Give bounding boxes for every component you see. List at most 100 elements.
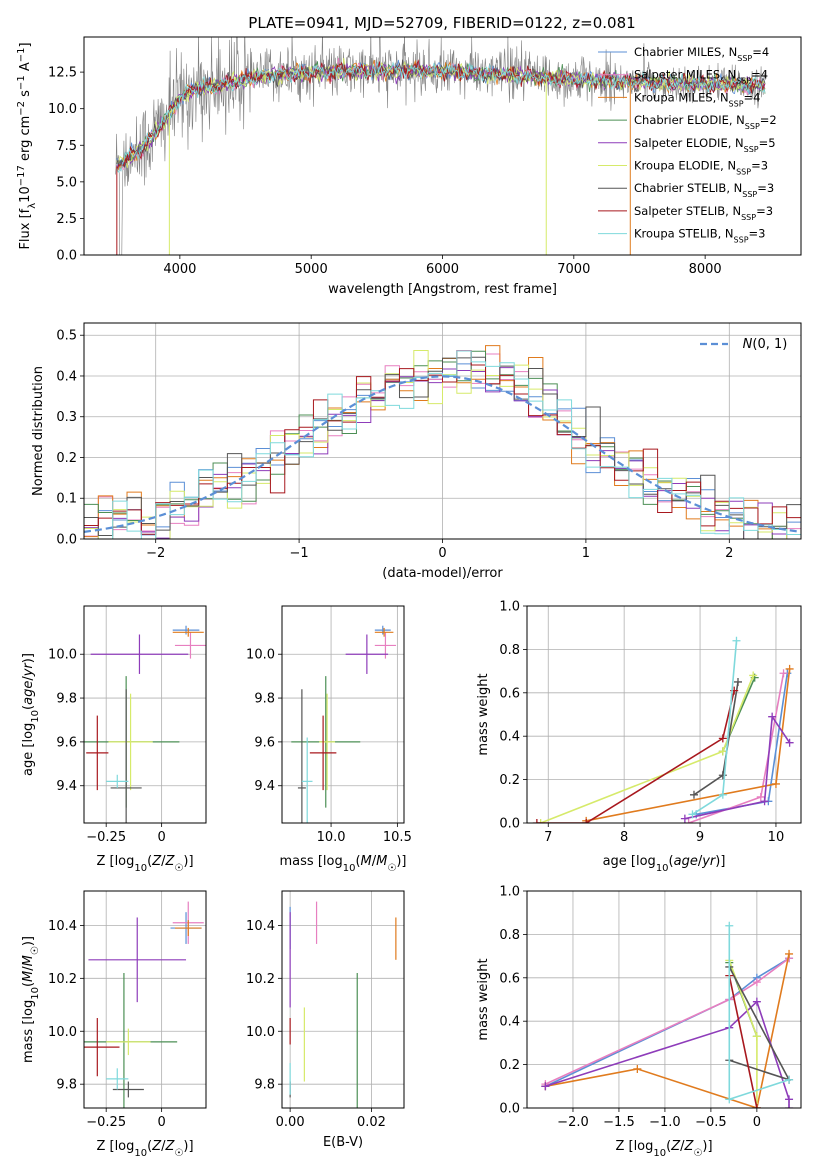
label-part: (: [147, 1139, 152, 1154]
axes-frame: [83, 605, 207, 824]
model-spectrum: [116, 61, 766, 173]
legend-count: =4: [751, 68, 768, 82]
label-part: erg cm: [18, 116, 33, 165]
legend-label: Kroupa MILES, NSSP=4: [634, 90, 760, 108]
weight-line: [545, 957, 790, 1088]
label-part: (: [147, 854, 152, 869]
y-axis-label: age [log10(age/yr)]: [21, 653, 41, 776]
plot-area-mass-vs-Z: [84, 901, 204, 1108]
label-part: −17: [16, 165, 27, 186]
weight-marker: [785, 1104, 794, 1108]
legend-label: Chabrier STELIB, NSSP=3: [634, 181, 774, 199]
label-part: −2: [16, 101, 27, 116]
label-part: A: [18, 62, 33, 75]
label-part: /: [372, 854, 377, 869]
x-axis-label: age [log10(age/yr)]: [603, 854, 726, 874]
x-axis-label: E(B-V): [323, 1135, 363, 1150]
label-part: Z: [151, 1139, 162, 1154]
x-axis-label: wavelength [Angstrom, rest frame]: [328, 282, 557, 297]
label-part: /: [161, 854, 166, 869]
x-tick-label: −2: [146, 546, 165, 561]
legend-count: =3: [757, 181, 774, 195]
weight-marker: [680, 814, 689, 823]
y-tick-label: 0.4: [56, 369, 77, 384]
legend-count: =5: [759, 136, 776, 150]
x-tick-label: 0.02: [357, 1115, 386, 1130]
weight-marker: [689, 790, 698, 799]
label-part: Z: [165, 1139, 176, 1154]
axes-frame: [281, 890, 405, 1109]
legend-count: =3: [756, 204, 773, 218]
y-tick-label: 9.8: [254, 1078, 275, 1093]
x-tick-label: 5000: [295, 262, 328, 277]
weight-marker: [725, 1095, 734, 1104]
label-part: ☉: [30, 946, 41, 955]
panel-weight-vs-Z: −2.0 −1.5 −1.0 −0.5 0 0.0 0.2 0.4 0.6 0.8 1.0 mass …: [476, 885, 802, 1159]
legend-count: =2: [760, 113, 777, 127]
label-part: (: [666, 1139, 671, 1154]
y-tick-label: 0.0: [56, 249, 77, 264]
y-tick-label: 5.0: [56, 175, 77, 190]
y-tick-label: 9.6: [254, 735, 275, 750]
label-part: 10: [134, 863, 147, 874]
label-part: −1: [16, 48, 27, 63]
axes-frame: [83, 322, 802, 540]
y-tick-label: 10.2: [48, 972, 77, 987]
x-tick-label: 6000: [426, 262, 459, 277]
y-tick-label: 10.0: [48, 102, 77, 117]
label-part: mass [log: [21, 1000, 36, 1063]
y-tick-label: 0.1: [56, 492, 77, 507]
label-part: M: [21, 955, 36, 966]
weight-marker: [785, 1075, 794, 1084]
x-tick-label: 9: [696, 830, 704, 845]
legend-label: Kroupa STELIB, NSSP=3: [634, 227, 765, 245]
weight-marker: [752, 997, 761, 1006]
legend-name: Chabrier STELIB, N: [634, 181, 742, 195]
x-tick-label: −2.0: [557, 1115, 589, 1130]
y-tick-label: 7.5: [56, 139, 77, 154]
model-spectrum: [116, 61, 766, 174]
legend-name: Chabrier MILES, N: [634, 45, 737, 59]
legend-label: Kroupa ELODIE, NSSP=3: [634, 159, 768, 177]
label-part: 10: [653, 1148, 666, 1159]
label-part: age [log: [21, 723, 36, 776]
legend-name: Chabrier ELODIE, N: [634, 113, 745, 127]
y-tick-label: 10.0: [246, 648, 275, 663]
x-axis-label: Z [log10(Z/Z☉)]: [615, 1139, 712, 1159]
x-tick-label: 0.00: [276, 1115, 305, 1130]
weight-marker: [532, 819, 541, 823]
legend-sub: SSP: [745, 122, 760, 131]
histogram-step: [84, 350, 801, 539]
y-tick-label: 9.4: [56, 779, 77, 794]
weight-marker: [785, 664, 794, 673]
figure-title: PLATE=0941, MJD=52709, FIBERID=0122, z=0…: [248, 14, 635, 32]
x-tick-label: −1.0: [649, 1115, 681, 1130]
legend-label: Salpeter ELODIE, NSSP=5: [634, 136, 776, 154]
x-tick-label: 2: [725, 546, 733, 561]
x-tick-label: −0.5: [695, 1115, 727, 1130]
label-part: Z: [165, 854, 176, 869]
x-axis-label: mass [log10(M/M☉)]: [280, 854, 407, 874]
weight-marker: [752, 1104, 761, 1108]
weight-marker: [760, 797, 769, 806]
weight-marker: [718, 747, 727, 756]
x-tick-label: 1: [582, 546, 590, 561]
y-tick-label: 9.6: [56, 735, 77, 750]
y-tick-label: 0.0: [499, 1102, 520, 1117]
label-part: )]: [715, 854, 725, 869]
weight-marker: [752, 978, 761, 987]
weight-marker: [756, 792, 765, 801]
plot-area-mass-vs-EBV: [289, 901, 397, 1108]
label-part: /: [21, 676, 36, 681]
label-part: /: [698, 854, 703, 869]
x-tick-label: 0: [157, 830, 165, 845]
y-tick-label: 10.0: [48, 1025, 77, 1040]
label-part: age: [674, 854, 698, 869]
label-part: /: [21, 966, 36, 971]
label-part: )]: [183, 1139, 193, 1154]
label-part: (: [21, 982, 36, 987]
plot-area-residuals: [84, 345, 801, 539]
y-tick-label: 9.4: [254, 779, 275, 794]
label-part: s: [18, 90, 33, 101]
label-part: Z: [670, 1139, 681, 1154]
